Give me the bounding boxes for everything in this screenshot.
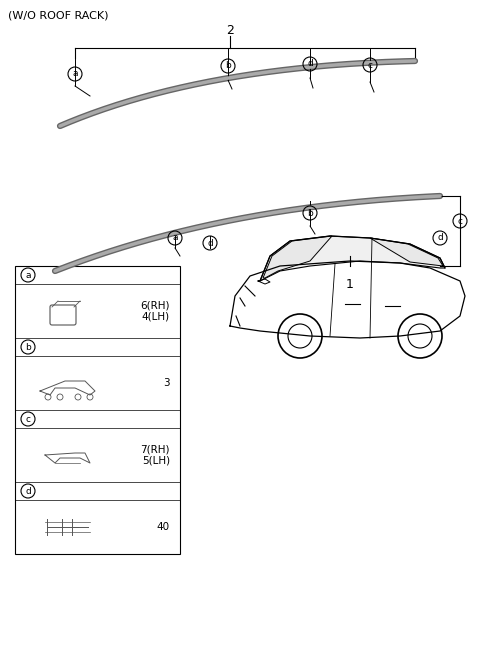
Text: (W/O ROOF RACK): (W/O ROOF RACK)	[8, 10, 108, 20]
Circle shape	[398, 314, 442, 358]
Polygon shape	[263, 236, 332, 278]
Polygon shape	[370, 238, 443, 266]
Text: 6(RH)
4(LH): 6(RH) 4(LH)	[141, 300, 170, 322]
Text: d: d	[25, 487, 31, 495]
Text: b: b	[25, 342, 31, 352]
Text: c: c	[368, 60, 372, 70]
Text: c: c	[457, 216, 463, 226]
Text: a: a	[72, 70, 78, 79]
Text: d: d	[307, 60, 313, 68]
Circle shape	[278, 314, 322, 358]
Text: b: b	[225, 62, 231, 70]
Text: a: a	[172, 234, 178, 243]
Text: 3: 3	[163, 378, 170, 388]
Polygon shape	[260, 236, 445, 281]
Text: 40: 40	[157, 522, 170, 532]
Text: d: d	[207, 239, 213, 247]
Text: 7(RH)
5(LH): 7(RH) 5(LH)	[141, 444, 170, 466]
Text: 1: 1	[346, 278, 354, 291]
Text: 2: 2	[226, 24, 234, 37]
Text: d: d	[437, 234, 443, 243]
Text: b: b	[307, 209, 313, 218]
Text: a: a	[25, 270, 31, 279]
Text: c: c	[25, 415, 31, 424]
